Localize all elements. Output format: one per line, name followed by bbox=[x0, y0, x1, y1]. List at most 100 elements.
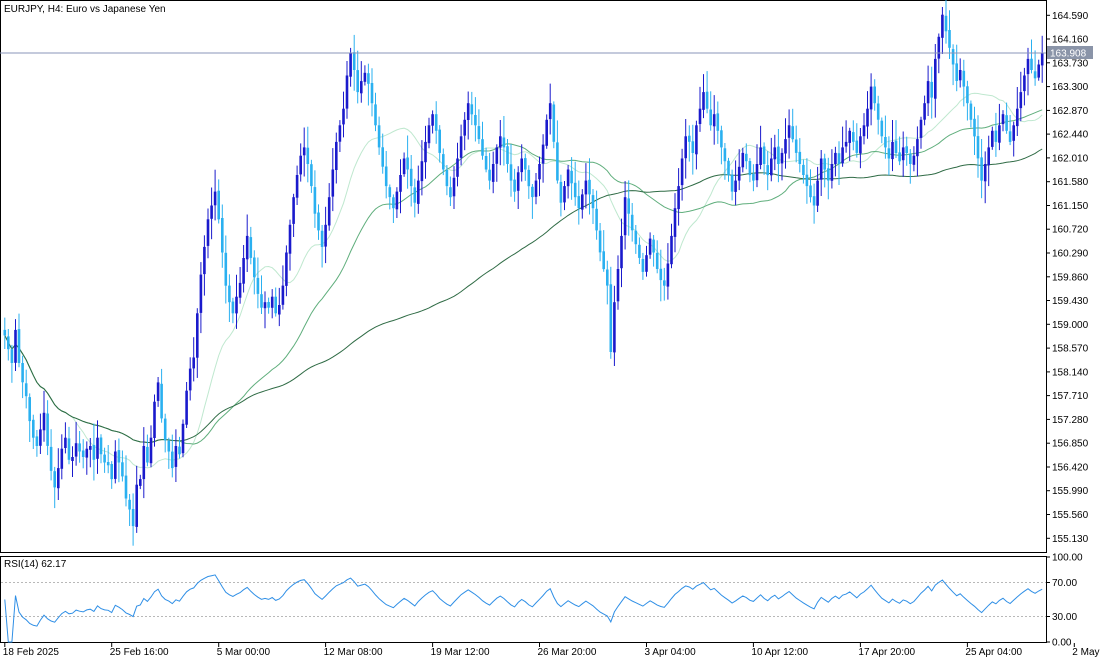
candle-body bbox=[748, 161, 752, 176]
candle-body bbox=[121, 462, 124, 477]
candle-body bbox=[1012, 125, 1015, 141]
rsi-line bbox=[4, 574, 1043, 643]
candle-body bbox=[862, 125, 866, 137]
price-axis: 164.590 164.160 163.730 163.300 162.870 162.4… bbox=[1046, 11, 1093, 545]
candle-body bbox=[745, 153, 748, 162]
candle-body bbox=[317, 212, 320, 231]
candle-body bbox=[484, 156, 488, 170]
price-tick-label: 157.710 bbox=[1052, 391, 1089, 402]
candle-body bbox=[10, 349, 14, 363]
candle-body bbox=[873, 86, 876, 104]
candle-body bbox=[381, 147, 384, 167]
candle-body bbox=[509, 164, 513, 181]
candle-body bbox=[238, 282, 242, 298]
candle-body bbox=[770, 158, 773, 176]
candle-body bbox=[399, 175, 402, 192]
candle-body bbox=[342, 108, 345, 125]
candle-body bbox=[926, 81, 930, 104]
candle-body bbox=[741, 152, 745, 168]
candle-body bbox=[652, 239, 655, 253]
main-chart-frame bbox=[0, 0, 1047, 553]
candle-body bbox=[313, 187, 317, 214]
candle-body bbox=[288, 224, 292, 254]
candle-body bbox=[659, 268, 663, 281]
time-tick-label: 26 Mar 20:00 bbox=[538, 647, 597, 658]
candle-body bbox=[677, 186, 680, 210]
candle-body bbox=[78, 443, 81, 452]
candle-body bbox=[402, 158, 406, 175]
candle-body bbox=[185, 390, 188, 425]
candle-body bbox=[1033, 71, 1037, 79]
rsi-plot bbox=[1, 574, 1046, 643]
ma-fast-line bbox=[4, 92, 1043, 469]
candle-body bbox=[934, 58, 937, 99]
candle-body bbox=[827, 168, 830, 181]
candle-body bbox=[139, 479, 142, 486]
candle-body bbox=[552, 104, 556, 142]
candle-body bbox=[780, 152, 784, 164]
candle-body bbox=[53, 471, 56, 488]
candle-body bbox=[360, 81, 363, 94]
candle-body bbox=[356, 70, 359, 93]
candle-body bbox=[135, 484, 138, 527]
price-tick-label: 158.570 bbox=[1052, 344, 1089, 355]
price-plot bbox=[0, 0, 1046, 546]
candle-body bbox=[345, 75, 349, 109]
candle-body bbox=[260, 294, 263, 308]
rsi-axis: 100.00 70.00 30.00 0.00 bbox=[1046, 553, 1083, 649]
candle-body bbox=[905, 146, 908, 153]
candle-body bbox=[263, 302, 267, 309]
candle-body bbox=[310, 164, 313, 187]
candle-body bbox=[89, 446, 92, 450]
candle-body bbox=[919, 119, 923, 138]
candle-body bbox=[449, 187, 452, 198]
price-tick-label: 156.420 bbox=[1052, 463, 1089, 474]
candle-body bbox=[980, 157, 983, 181]
candle-body bbox=[338, 125, 342, 142]
rsi-tick-label: 0.00 bbox=[1052, 638, 1072, 649]
candle-body bbox=[613, 302, 616, 353]
candle-body bbox=[709, 109, 712, 126]
price-tick-label: 157.280 bbox=[1052, 415, 1089, 426]
price-tick-label: 158.140 bbox=[1052, 367, 1089, 378]
candle-body bbox=[620, 235, 623, 269]
price-tick-label: 155.990 bbox=[1052, 486, 1089, 497]
candle-body bbox=[841, 147, 844, 164]
price-tick-label: 155.130 bbox=[1052, 534, 1089, 545]
candle-body bbox=[149, 437, 153, 464]
candle-body bbox=[812, 196, 816, 206]
candle-body bbox=[434, 114, 438, 131]
time-tick-label: 12 Mar 08:00 bbox=[324, 647, 383, 658]
candle-body bbox=[916, 139, 919, 157]
candle-body bbox=[680, 158, 684, 186]
candle-body bbox=[634, 230, 638, 245]
candle-body bbox=[131, 509, 135, 527]
candle-body bbox=[527, 169, 531, 187]
rsi-tick-label: 100.00 bbox=[1052, 553, 1083, 564]
price-tick-label: 156.850 bbox=[1052, 439, 1089, 450]
candle-body bbox=[327, 197, 331, 226]
candle-body bbox=[983, 164, 987, 182]
candle-body bbox=[388, 187, 392, 198]
candle-body bbox=[156, 382, 160, 401]
candle-body bbox=[794, 139, 798, 153]
candle-body bbox=[852, 132, 855, 142]
candle-body bbox=[324, 224, 327, 247]
candle-body bbox=[563, 186, 566, 203]
candle-body bbox=[759, 147, 762, 165]
candle-body bbox=[666, 263, 670, 287]
candle-body bbox=[891, 141, 894, 160]
candle-body bbox=[35, 436, 39, 446]
candle-body bbox=[809, 185, 812, 198]
candle-body bbox=[641, 259, 645, 272]
candle-body bbox=[573, 182, 577, 198]
time-tick-label: 25 Feb 16:00 bbox=[110, 647, 169, 658]
candle-body bbox=[117, 450, 121, 463]
candle-body bbox=[192, 357, 195, 369]
candle-body bbox=[716, 113, 720, 131]
candle-body bbox=[987, 147, 990, 166]
candle-body bbox=[516, 172, 520, 191]
candle-body bbox=[46, 413, 49, 446]
candle-body bbox=[609, 284, 613, 352]
candle-body bbox=[1005, 115, 1008, 131]
